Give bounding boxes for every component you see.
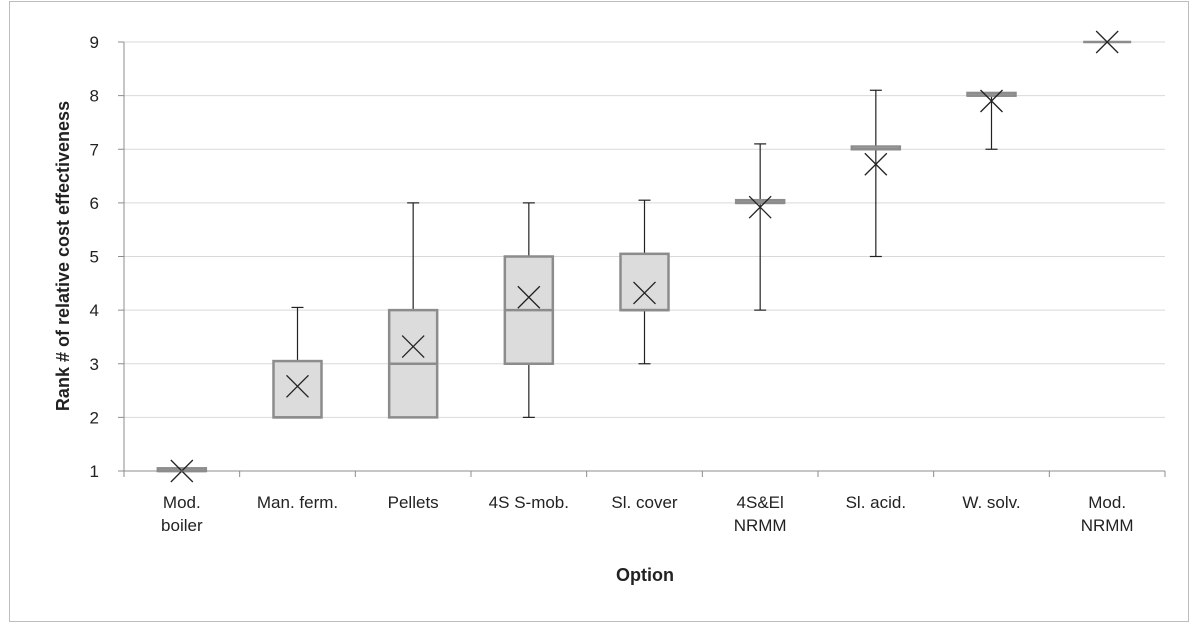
tick-labels: 1 2 3 4 5 6 7 8 9 Mod. boiler Man. ferm. Pellets 4S S… xyxy=(90,33,1134,535)
chart-frame xyxy=(9,1,1189,622)
mean-marker-stroke xyxy=(517,285,541,309)
x-category-label: Mod. xyxy=(1088,493,1126,512)
box-group xyxy=(503,202,555,418)
x-category-label: Man. ferm. xyxy=(257,493,338,512)
x-category-label: NRMM xyxy=(734,516,787,535)
x-category-label: Pellets xyxy=(388,493,439,512)
box-group xyxy=(387,202,439,419)
box-body xyxy=(619,252,670,312)
gridlines xyxy=(124,41,1165,418)
y-tick-label: 5 xyxy=(90,248,99,267)
y-axis-title: Rank # of relative cost effectiveness xyxy=(53,101,73,411)
mean-marker-stroke xyxy=(286,374,309,398)
axes xyxy=(118,41,1166,477)
mean-marker-stroke xyxy=(980,89,1003,113)
y-tick-label: 1 xyxy=(90,462,99,481)
box-body xyxy=(272,359,323,419)
y-tick-label: 4 xyxy=(90,301,99,320)
x-category-label: NRMM xyxy=(1081,516,1134,535)
mean-marker-stroke xyxy=(401,335,425,359)
box-group xyxy=(966,89,1017,150)
mean-marker-stroke xyxy=(748,195,772,219)
box-group xyxy=(272,306,323,419)
x-category-label: Sl. acid. xyxy=(846,493,906,512)
box-group xyxy=(619,199,670,365)
y-tick-label: 2 xyxy=(90,408,99,427)
x-category-label: 4S&El xyxy=(737,493,784,512)
y-tick-label: 3 xyxy=(90,355,99,374)
x-category-label: boiler xyxy=(161,516,203,535)
y-tick-label: 9 xyxy=(90,33,99,52)
y-tick-label: 7 xyxy=(90,140,99,159)
x-axis-title: Option xyxy=(616,565,674,585)
x-category-label: 4S S-mob. xyxy=(489,493,569,512)
x-category-label: W. solv. xyxy=(962,493,1020,512)
box-group xyxy=(734,143,786,311)
mean-marker-stroke xyxy=(1095,30,1119,54)
x-category-label: Mod. xyxy=(163,493,201,512)
box-group xyxy=(850,89,902,258)
y-tick-label: 6 xyxy=(90,194,99,213)
mean-marker-stroke xyxy=(633,281,656,305)
box-group xyxy=(1083,30,1132,54)
y-tick-label: 8 xyxy=(90,87,99,106)
x-category-label: Sl. cover xyxy=(611,493,677,512)
mean-marker-stroke xyxy=(864,152,888,176)
